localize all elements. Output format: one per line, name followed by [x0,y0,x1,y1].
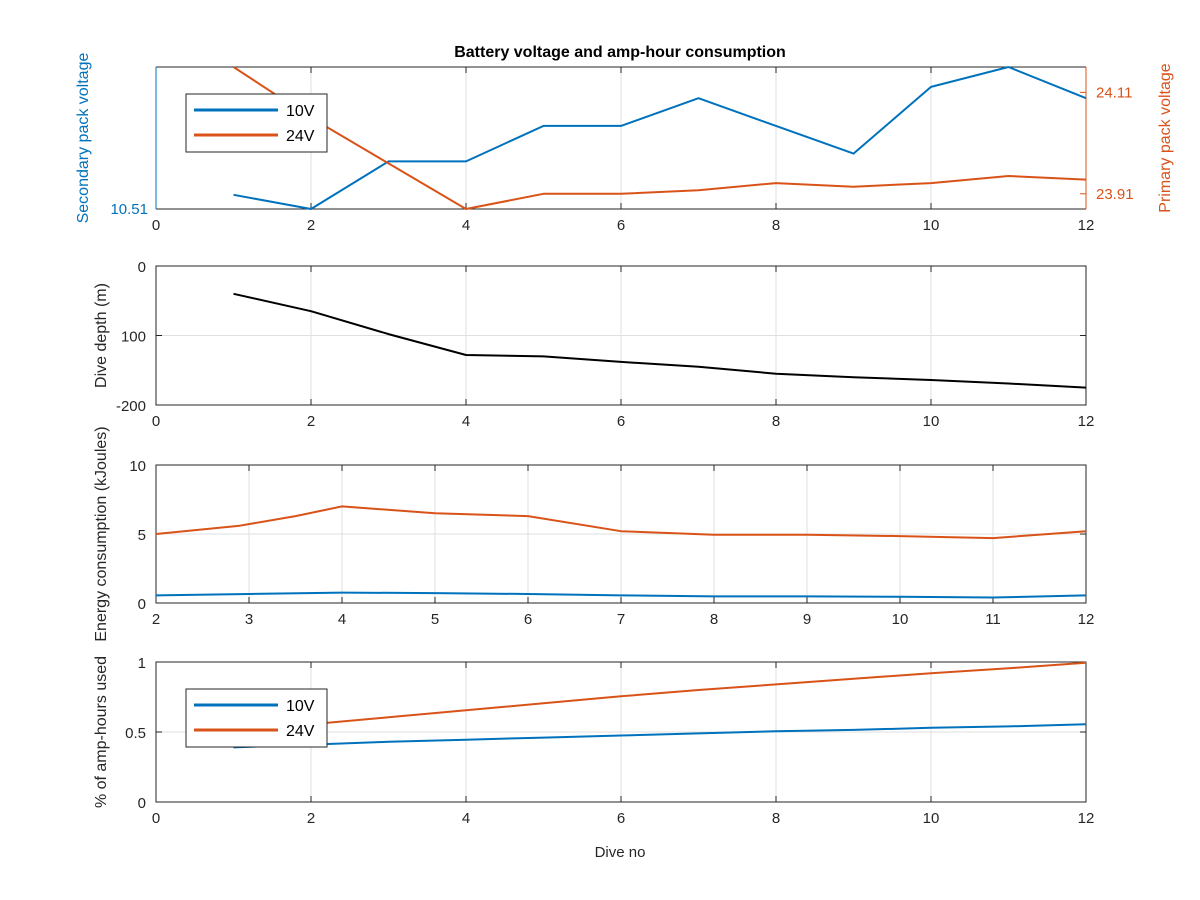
legend-box [185,688,328,748]
x-tick-label: 2 [307,810,315,827]
x-axis-label: Dive no [595,844,646,861]
y-axis-label: Dive depth (m) [93,283,110,388]
series-line-10V [155,591,1087,599]
legend-label-24V: 24V [286,128,315,145]
series-line-24V [155,505,1087,540]
y-tick-label: 1 [138,655,146,672]
x-tick-label: 2 [307,413,315,430]
y-axis-label: % of amp-hours used [93,656,110,808]
axes-box [155,265,1087,406]
panel-energy: 2 3 4 5 6 7 8 9 10 11 12 0 5 10 Energy consumption (kJ… [93,426,1094,641]
figure-title: Battery voltage and amp-hour consumption [454,44,786,61]
y-tick-label-right: 24.11 [1096,84,1132,101]
x-tick-label: 10 [923,217,940,234]
x-tick-label: 6 [524,611,532,628]
x-tick-label: 7 [617,611,625,628]
y-tick-label: 0 [138,795,146,812]
series-line-10V [233,66,1087,210]
panel-depth: 0 2 4 6 8 10 12 0 100 -200 Dive depth (m) [93,259,1094,430]
x-tick-label: 6 [617,217,625,234]
series-line-10V [233,723,1087,749]
y-axis-label-right: Primary pack voltage [1157,63,1174,212]
legend-label-10V: 10V [286,103,315,120]
y-tick-label: 100 [121,329,146,346]
y-tick-label-left: 10.51 [110,201,148,218]
y-tick-label: -200 [116,398,146,415]
y-tick-label: 10 [129,458,146,475]
panel-voltage: 0 2 4 6 8 10 12 10.51 24.11 23.91 Secondary pack v… [75,53,1174,234]
x-tick-label: 4 [462,217,470,234]
x-tick-label: 0 [152,810,160,827]
x-tick-label: 0 [152,217,160,234]
legend-label-24V: 24V [286,723,315,740]
x-tick-label: 4 [338,611,346,628]
x-tick-label: 12 [1078,611,1095,628]
axes-box [155,661,1087,803]
y-axis-label: Energy consumption (kJoules) [93,426,110,641]
x-tick-label: 6 [617,810,625,827]
x-tick-label: 4 [462,810,470,827]
x-tick-label: 8 [710,611,718,628]
x-tick-label: 12 [1078,413,1095,430]
x-tick-label: 4 [462,413,470,430]
x-tick-label: 12 [1078,810,1095,827]
x-tick-label: 2 [307,217,315,234]
legend-box [185,93,328,153]
y-tick-label: 5 [138,527,146,544]
x-tick-label: 0 [152,413,160,430]
x-tick-label: 10 [923,810,940,827]
x-tick-label: 12 [1078,217,1095,234]
y-tick-label: 0.5 [125,725,146,742]
x-tick-label: 3 [245,611,253,628]
x-tick-label: 11 [985,611,1001,628]
x-tick-label: 2 [152,611,160,628]
x-tick-label: 10 [923,413,940,430]
series-line-24V [232,66,1087,210]
y-tick-label: 0 [138,596,146,613]
x-tick-label: 5 [431,611,439,628]
y-axis-label-left: Secondary pack voltage [75,53,92,224]
legend-label-10V: 10V [286,698,315,715]
x-tick-label: 8 [772,810,780,827]
series-line [233,292,1087,389]
x-tick-label: 10 [892,611,909,628]
x-tick-label: 8 [772,413,780,430]
y-tick-label-right: 23.91 [1096,186,1134,203]
x-tick-label: 9 [803,611,811,628]
y-tick-label: 0 [138,259,146,276]
series-line-24V [233,661,1087,730]
x-tick-label: 8 [772,217,780,234]
x-tick-label: 6 [617,413,625,430]
